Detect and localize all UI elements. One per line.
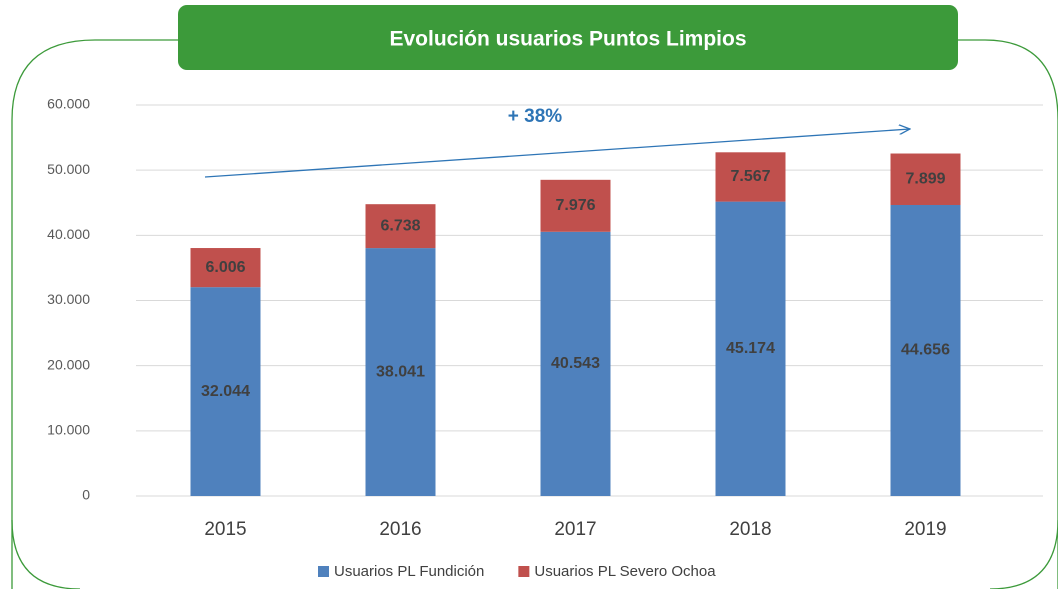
x-tick-label: 2016 [379,519,421,540]
chart-title: Evolución usuarios Puntos Limpios [389,28,746,51]
y-tick-label: 20.000 [47,356,90,372]
y-tick-label: 0 [82,487,90,503]
frame-corner [11,519,1058,589]
bar-segment [715,201,786,497]
data-label: 6.006 [205,259,245,276]
x-tick-label: 2017 [554,519,596,540]
bar-segment [365,204,436,249]
data-label: 7.899 [905,170,945,187]
y-tick-label: 40.000 [47,226,90,242]
trend-arrow [204,129,910,178]
bar-segment [540,231,611,496]
title-box [178,5,958,70]
data-label: 32.044 [201,383,250,400]
y-tick-label: 30.000 [47,291,90,307]
x-tick-label: 2018 [729,519,771,540]
bar-segment [365,248,436,496]
x-tick-label: 2019 [904,519,946,540]
bar-segment [540,179,611,232]
legend: Usuarios PL Fundición Usuarios PL Severo … [318,563,716,580]
bar-segment [890,153,961,205]
data-label: 44.656 [901,342,950,359]
y-tick-label: 50.000 [47,161,90,177]
bars: 2015 32.044 6.006 2016 38.041 6.738 2017 40.543… [190,152,961,540]
data-label: 7.567 [730,168,770,185]
bar-segment [890,204,961,496]
data-label: 38.041 [376,363,425,380]
bar-segment [715,152,786,202]
data-label: 6.738 [380,217,420,234]
data-label: 7.976 [555,197,595,214]
data-label: 45.174 [726,340,775,357]
legend-label: Usuarios PL Fundición [334,563,484,580]
y-tick-label: 10.000 [47,422,90,438]
bar-segment [190,248,261,288]
x-tick-label: 2015 [204,519,246,540]
legend-label: Usuarios PL Severo Ochoa [534,563,716,580]
y-tick-label: 60.000 [47,96,90,112]
legend-swatch [318,566,329,577]
bar-segment [190,287,261,496]
annotation: + 38% [508,106,563,127]
legend-swatch [518,566,530,577]
data-label: 40.543 [551,355,600,372]
